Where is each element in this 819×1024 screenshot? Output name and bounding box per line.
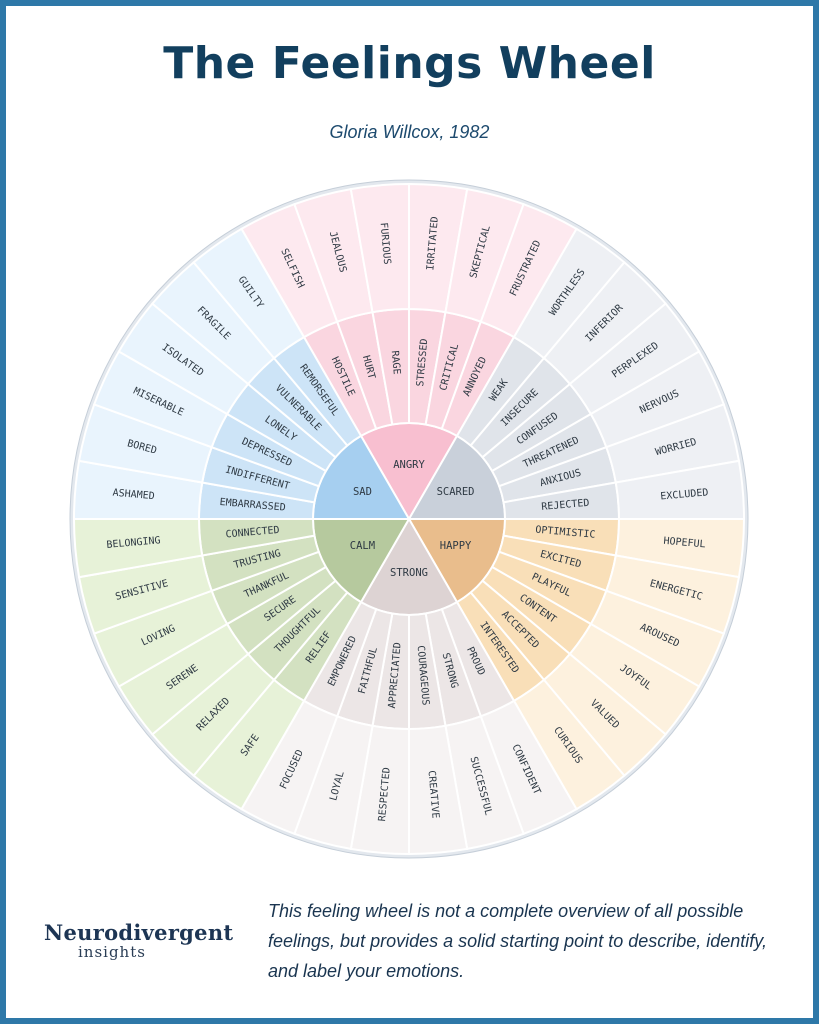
mid-label-connected: CONNECTED: [225, 525, 280, 541]
outer-label-irritated: IRRITATED: [425, 216, 441, 271]
logo-sub-text: insights: [78, 943, 146, 961]
core-label-strong: STRONG: [390, 567, 428, 579]
mid-label-stressed: STRESSED: [415, 338, 430, 387]
mid-label-rage: RAGE: [389, 350, 402, 375]
footnote-text: This feeling wheel is not a complete ove…: [268, 901, 767, 981]
core-label-angry: ANGRY: [393, 459, 425, 471]
core-label-scared: SCARED: [437, 486, 475, 498]
outer-label-creative: CREATIVE: [426, 770, 441, 819]
page-title: The Feelings Wheel: [163, 38, 656, 89]
logo-main-text: Neurodivergent: [44, 920, 234, 945]
mid-label-rejected: REJECTED: [541, 498, 590, 513]
outer-label-excluded: EXCLUDED: [660, 487, 709, 502]
page-subtitle: Gloria Willcox, 1982: [329, 122, 490, 142]
outer-label-ashamed: ASHAMED: [112, 488, 155, 503]
outer-label-furious: FURIOUS: [378, 222, 393, 265]
outer-label-respected: RESPECTED: [377, 767, 393, 822]
mid-label-courageous: COURAGEOUS: [415, 645, 431, 706]
brand-logo: Neurodivergent insights: [40, 920, 244, 966]
core-label-happy: HAPPY: [440, 540, 472, 552]
outer-label-hopeful: HOPEFUL: [663, 536, 706, 551]
outer-segment-guilty: [192, 227, 306, 360]
outer-label-belonging: BELONGING: [106, 535, 161, 551]
core-label-sad: SAD: [353, 486, 372, 498]
core-label-calm: CALM: [350, 540, 375, 552]
mid-label-optimistic: OPTIMISTIC: [535, 525, 596, 541]
